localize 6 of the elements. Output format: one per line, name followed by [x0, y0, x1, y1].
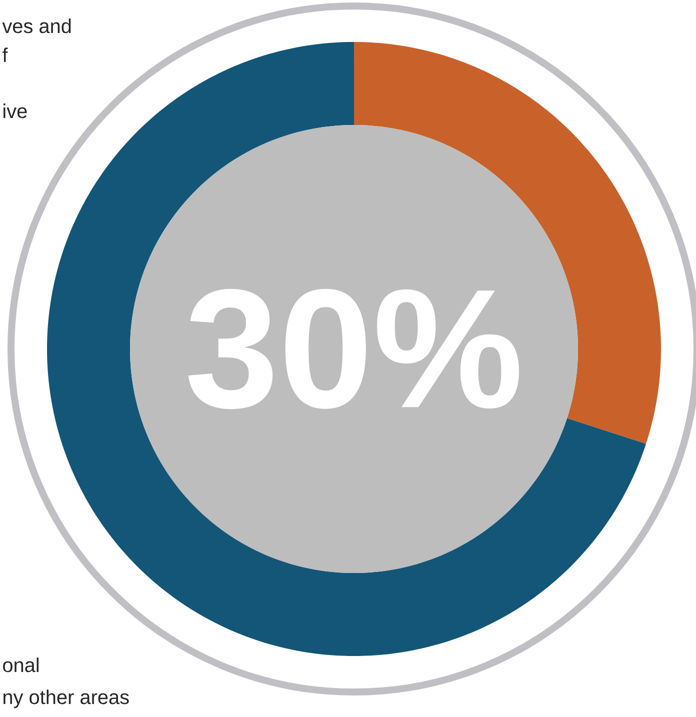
text: 30%	[188, 288, 519, 410]
text: f	[2, 48, 8, 62]
text: ves and	[2, 18, 71, 34]
text: ive	[4, 104, 27, 118]
text: ny other areas	[4, 690, 129, 708]
text: onal	[3, 658, 39, 672]
